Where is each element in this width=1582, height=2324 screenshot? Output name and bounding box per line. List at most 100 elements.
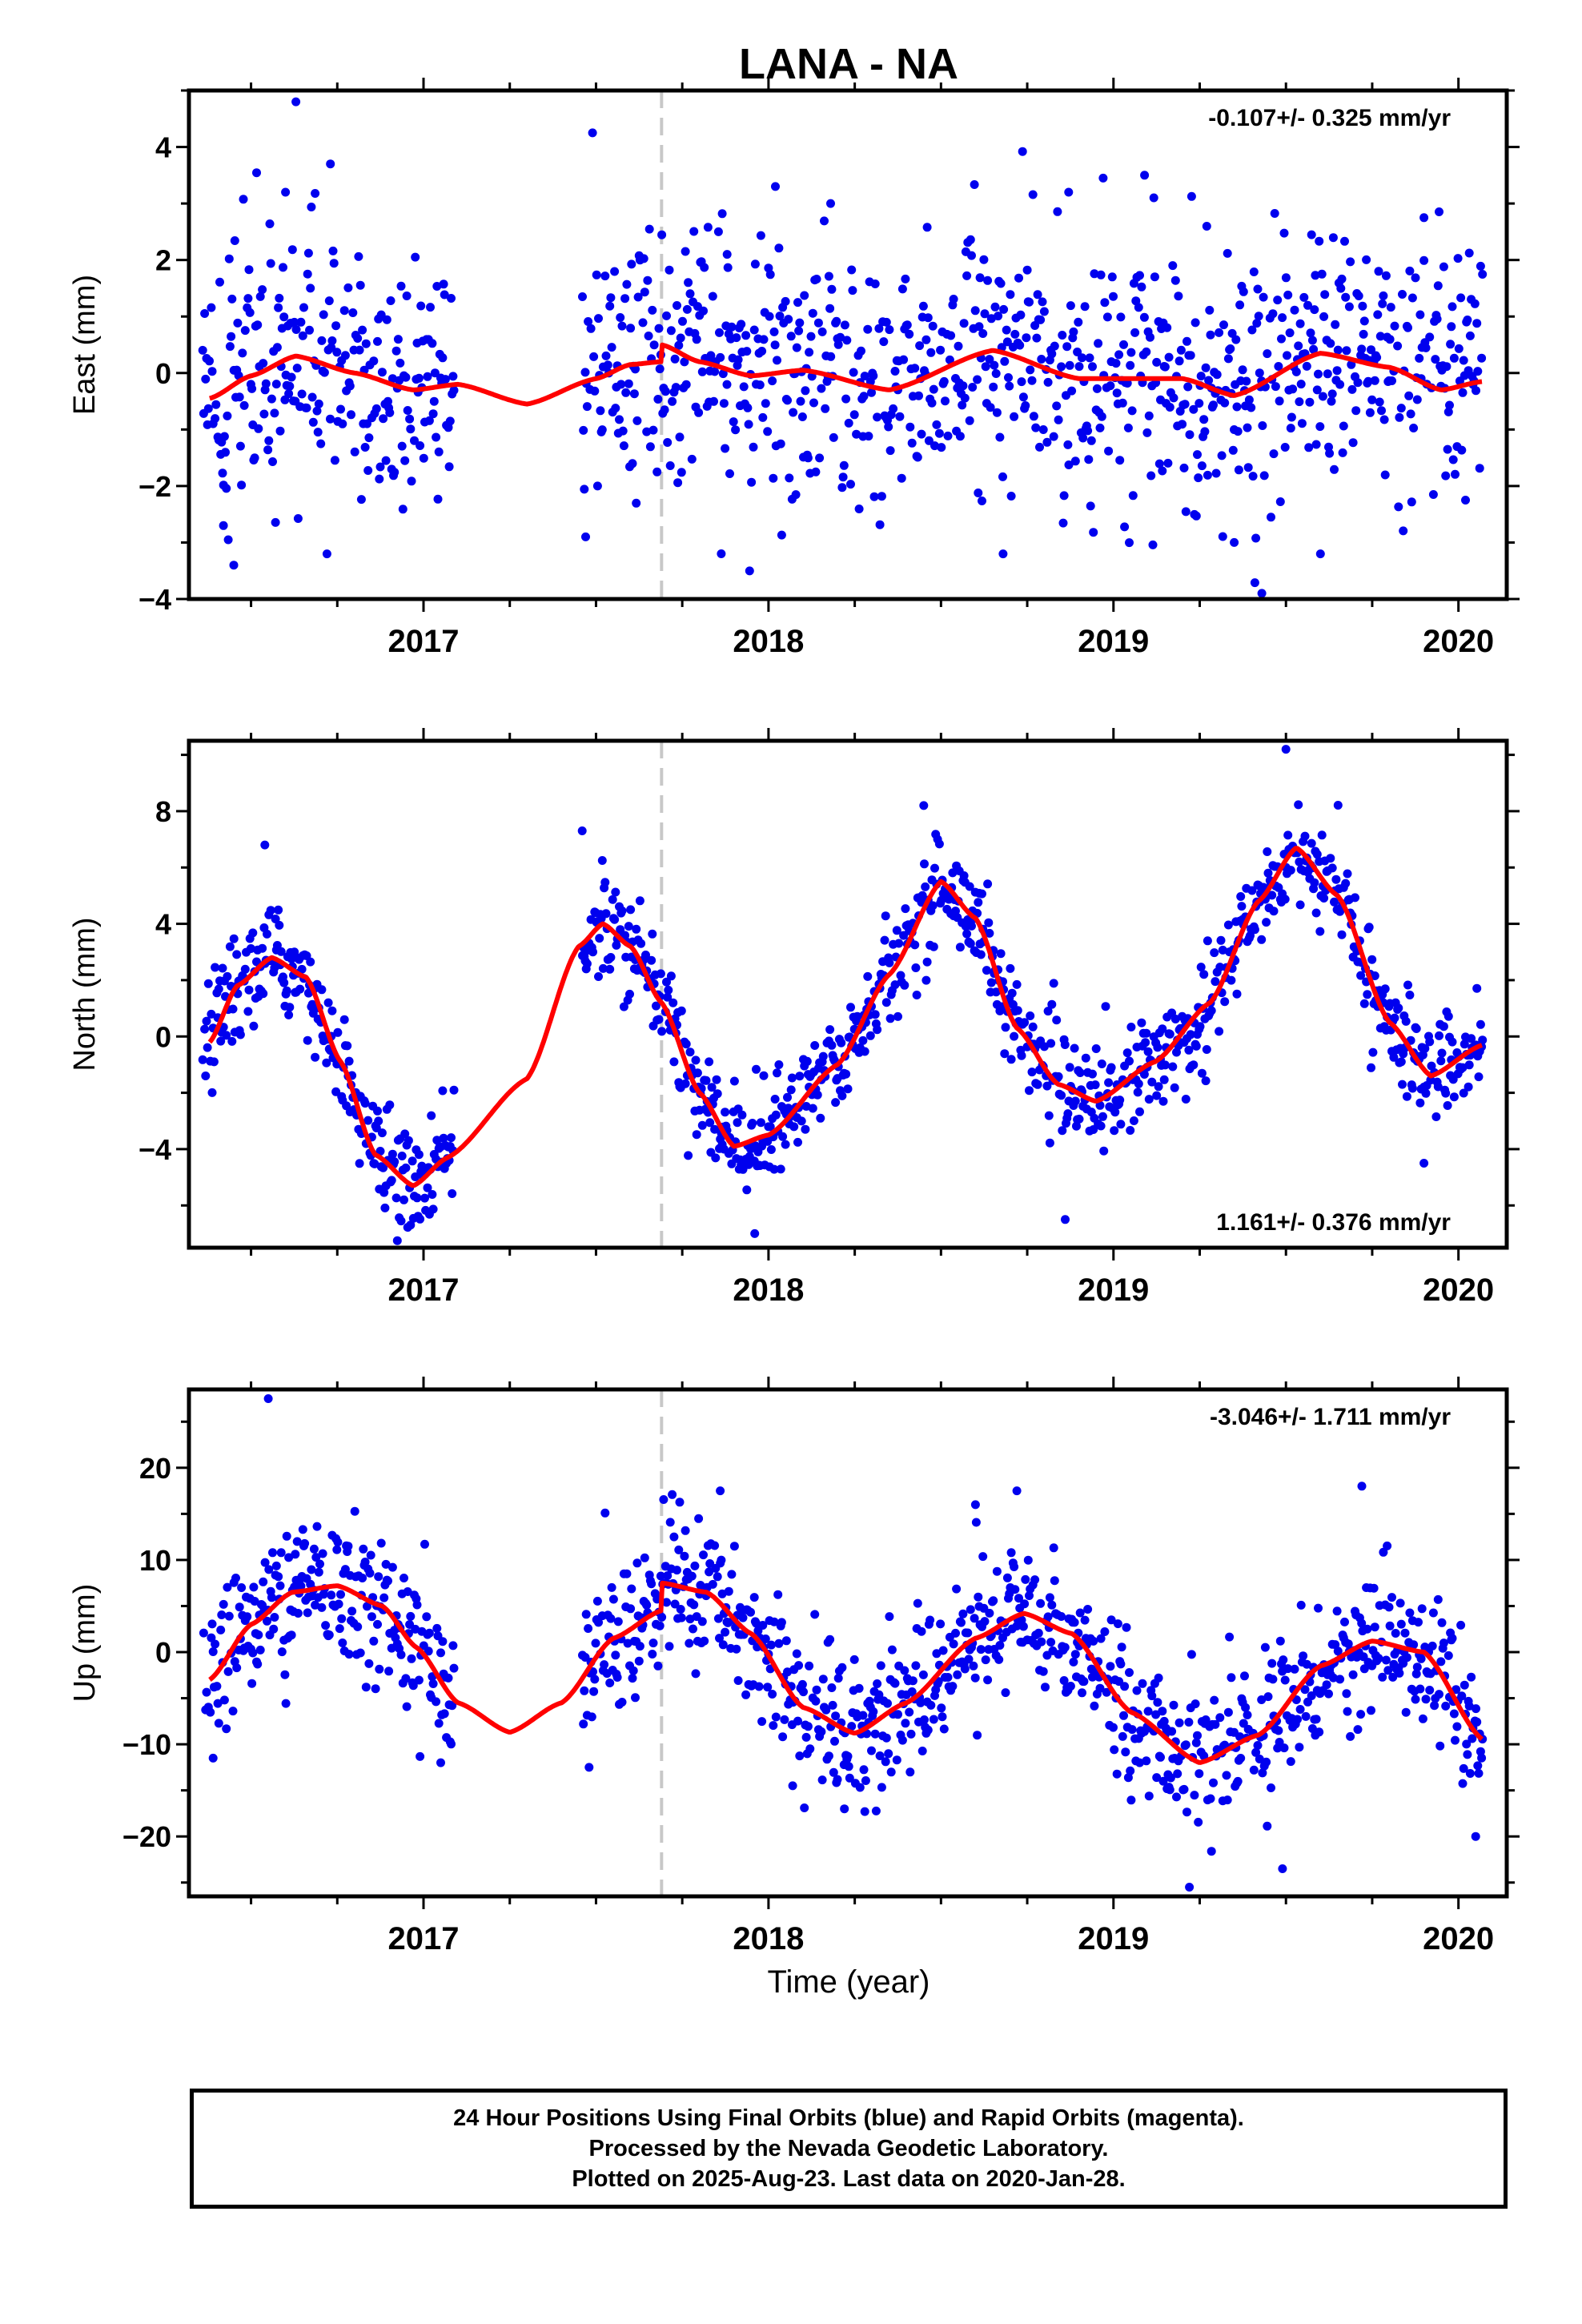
model-curve xyxy=(208,342,1484,407)
data-point xyxy=(824,271,833,281)
data-point xyxy=(303,248,313,258)
data-point xyxy=(885,446,895,456)
data-point xyxy=(1280,1675,1290,1685)
data-point xyxy=(219,1695,229,1705)
data-point xyxy=(1186,351,1195,360)
data-point xyxy=(1164,352,1174,362)
data-point xyxy=(799,1687,808,1697)
data-point xyxy=(448,372,458,381)
data-point xyxy=(937,1703,946,1713)
data-point xyxy=(929,942,938,951)
data-point xyxy=(1052,401,1062,411)
data-point xyxy=(260,840,270,850)
data-point xyxy=(1337,930,1347,939)
data-point xyxy=(1129,1116,1138,1125)
data-point xyxy=(1295,900,1305,910)
data-point xyxy=(937,443,946,452)
data-point xyxy=(840,1804,849,1814)
data-point xyxy=(398,505,408,514)
data-point xyxy=(1468,1734,1477,1743)
data-point xyxy=(1028,1022,1038,1031)
data-point xyxy=(899,355,909,364)
data-point xyxy=(943,1673,953,1682)
data-point xyxy=(223,1667,233,1676)
data-point xyxy=(1158,1707,1167,1716)
data-point xyxy=(1070,1618,1079,1627)
data-point xyxy=(812,275,821,283)
data-point xyxy=(642,427,652,436)
data-point xyxy=(1330,897,1339,907)
data-point xyxy=(1356,1710,1366,1719)
data-point xyxy=(699,1550,708,1560)
data-point xyxy=(663,1571,673,1581)
data-point xyxy=(1168,1062,1178,1072)
data-point xyxy=(1398,1080,1407,1089)
data-point xyxy=(1196,963,1206,972)
data-point xyxy=(923,313,933,323)
data-point xyxy=(266,259,275,268)
data-point xyxy=(793,1716,802,1726)
data-point xyxy=(1191,1041,1201,1051)
data-point xyxy=(949,295,958,304)
data-point xyxy=(1476,261,1485,271)
data-point xyxy=(1374,1654,1383,1663)
data-point xyxy=(884,422,893,432)
data-point xyxy=(237,480,247,490)
data-point xyxy=(624,922,633,931)
data-point xyxy=(1271,382,1280,392)
data-point xyxy=(340,1565,350,1574)
data-point xyxy=(1263,868,1273,878)
data-point xyxy=(594,314,603,324)
data-point xyxy=(1125,538,1134,548)
data-point xyxy=(1247,886,1257,895)
data-point xyxy=(1311,908,1321,918)
data-point xyxy=(818,1675,828,1684)
data-point xyxy=(1240,1671,1249,1681)
data-point xyxy=(363,419,371,428)
data-point xyxy=(1008,999,1018,1009)
data-point xyxy=(410,436,419,445)
data-point xyxy=(1123,1773,1133,1783)
data-point xyxy=(1179,1784,1189,1794)
data-point xyxy=(1142,347,1151,356)
data-point xyxy=(229,934,239,943)
data-point xyxy=(793,298,802,308)
data-points xyxy=(198,97,1488,598)
data-point xyxy=(967,921,976,931)
data-point xyxy=(1005,381,1014,391)
data-point xyxy=(581,1610,591,1619)
data-point xyxy=(317,336,327,345)
data-point xyxy=(648,1650,657,1659)
data-point xyxy=(719,399,729,408)
data-point xyxy=(706,351,716,360)
data-point xyxy=(219,432,229,441)
data-point xyxy=(1143,1707,1153,1716)
data-point xyxy=(416,1751,425,1761)
data-point xyxy=(1219,320,1228,330)
data-point xyxy=(995,432,1005,442)
data-point xyxy=(969,1661,978,1671)
data-point xyxy=(995,1641,1005,1650)
data-point xyxy=(1474,1072,1484,1082)
data-point xyxy=(626,1604,636,1614)
data-point xyxy=(777,530,786,540)
data-point xyxy=(423,1183,432,1192)
data-point xyxy=(406,1611,416,1621)
data-point xyxy=(1242,376,1251,386)
data-point xyxy=(1131,296,1141,306)
data-point xyxy=(203,1043,212,1052)
data-point xyxy=(962,929,972,939)
data-point xyxy=(876,1661,885,1671)
data-point xyxy=(1246,931,1255,940)
data-point xyxy=(958,381,968,391)
data-point xyxy=(802,1056,812,1066)
data-point xyxy=(1243,463,1253,472)
data-point xyxy=(1357,1482,1367,1491)
data-point xyxy=(869,371,878,380)
data-point xyxy=(1302,1659,1311,1669)
data-point xyxy=(587,1712,596,1722)
data-point xyxy=(718,369,728,379)
data-point xyxy=(1218,532,1227,541)
data-point xyxy=(211,963,220,972)
data-point xyxy=(1036,1598,1046,1608)
